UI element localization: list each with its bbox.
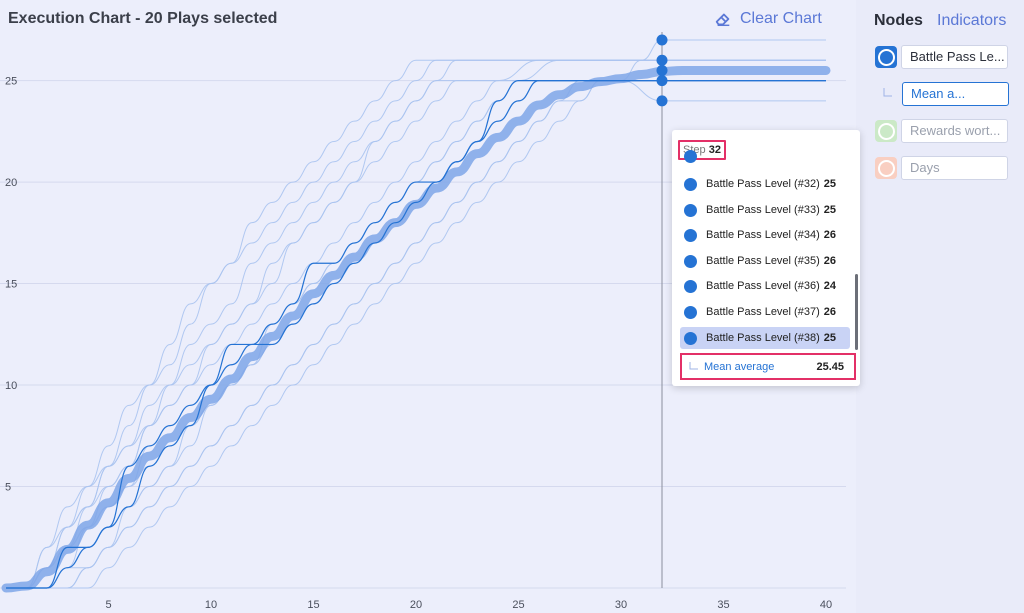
- node-label: Days: [901, 156, 1008, 180]
- clear-chart-button[interactable]: Clear Chart: [714, 10, 822, 28]
- series-line: [5, 80, 826, 589]
- node-mean-average[interactable]: Mean a...: [902, 82, 1009, 106]
- node-label: Battle Pass Le...: [901, 45, 1008, 69]
- tooltip-row-value: 26: [823, 306, 836, 318]
- y-tick-label: 25: [5, 76, 17, 88]
- tooltip-row[interactable]: Battle Pass Level (#32) 25: [680, 173, 850, 195]
- tooltip-row-label: Battle Pass Level (#34): [706, 229, 820, 241]
- series-line: [5, 80, 826, 589]
- cursor-point: [656, 64, 668, 76]
- tooltip-row-value: 26: [823, 255, 836, 267]
- node-rewards-worth[interactable]: Rewards wort...: [875, 119, 1008, 143]
- node-label: Rewards wort...: [901, 119, 1008, 143]
- tooltip-row-selected[interactable]: Battle Pass Level (#38) 25: [680, 327, 850, 349]
- x-tick-label: 15: [307, 599, 319, 611]
- series-line: [5, 59, 826, 589]
- tooltip-row[interactable]: Battle Pass Level (#37) 26: [680, 301, 850, 323]
- chart-title: Execution Chart - 20 Plays selected: [8, 10, 278, 27]
- tooltip-row-label: Battle Pass Level (#38): [706, 332, 820, 344]
- tooltip-step-value: 32: [708, 144, 721, 156]
- x-tick-label: 5: [105, 599, 111, 611]
- x-tick-label: 30: [615, 599, 627, 611]
- tooltip-row-clipped: [680, 149, 850, 163]
- node-toggle-icon[interactable]: [875, 157, 897, 179]
- series-dot-icon: [684, 203, 697, 217]
- tooltip-mean-row[interactable]: Mean average 25.45: [680, 353, 856, 380]
- tab-indicators[interactable]: Indicators: [937, 12, 1007, 29]
- mean-series-line: [1, 65, 831, 593]
- tooltip-row-value: 24: [823, 280, 836, 292]
- y-tick-label: 15: [5, 279, 17, 291]
- series-line-highlighted: [5, 79, 826, 589]
- y-tick-label: 10: [5, 380, 17, 392]
- cursor-point: [656, 54, 668, 66]
- series-dot-icon: [684, 331, 697, 345]
- tooltip-mean-value: 25.45: [816, 360, 844, 373]
- sidebar: Nodes Indicators Battle Pass Le... Mean …: [856, 0, 1024, 613]
- tooltip-scrollbar[interactable]: [855, 274, 858, 350]
- node-label: Mean a...: [902, 82, 1009, 106]
- tooltip-row-label: Battle Pass Level (#37): [706, 306, 820, 318]
- x-tick-label: 35: [717, 599, 729, 611]
- execution-chart[interactable]: 5 10 15 20 25 5 10 15 20 25 30 35 40: [0, 0, 856, 613]
- tooltip-row[interactable]: Battle Pass Level (#34) 26: [680, 224, 850, 246]
- tooltip-row[interactable]: Battle Pass Level (#36) 24: [680, 275, 850, 297]
- tooltip-row-label: Battle Pass Level (#32): [706, 178, 820, 190]
- series-dot-icon: [684, 305, 697, 319]
- tooltip-mean-label: Mean average: [704, 360, 775, 373]
- tooltip-step-indicator: Step 32: [678, 140, 726, 160]
- tooltip-row[interactable]: Battle Pass Level (#35) 26: [680, 250, 850, 272]
- x-tick-label: 20: [410, 599, 422, 611]
- x-tick-label: 25: [512, 599, 524, 611]
- tooltip-row-value: 25: [823, 178, 836, 190]
- series-dot-icon: [684, 177, 697, 191]
- tooltip-row-label: Battle Pass Level (#33): [706, 204, 820, 216]
- child-connector-icon: [689, 361, 698, 369]
- x-tick-label: 10: [205, 599, 217, 611]
- tooltip-row-value: 25: [823, 332, 836, 344]
- node-battle-pass-level[interactable]: Battle Pass Le...: [875, 45, 1008, 69]
- cursor-point: [656, 34, 668, 46]
- clear-chart-label: Clear Chart: [740, 10, 822, 27]
- child-connector-icon: [883, 88, 892, 97]
- tooltip-row-label: Battle Pass Level (#35): [706, 255, 820, 267]
- tooltip-row-label: Battle Pass Level (#36): [706, 280, 820, 292]
- tab-nodes[interactable]: Nodes: [874, 12, 923, 29]
- eraser-icon: [715, 13, 730, 27]
- step-tooltip: Step 32 Battle Pass Level (#32) 25 Battl…: [672, 130, 860, 386]
- tooltip-row-value: 25: [823, 204, 836, 216]
- node-toggle-icon[interactable]: [875, 46, 897, 68]
- series-dot-icon: [684, 254, 697, 268]
- tooltip-row-value: 26: [823, 229, 836, 241]
- series-dot-icon: [684, 228, 697, 242]
- series-dot-icon: [684, 279, 697, 293]
- node-toggle-icon[interactable]: [875, 120, 897, 142]
- series-dot-icon: [684, 150, 697, 163]
- node-days[interactable]: Days: [875, 156, 1008, 180]
- tooltip-row[interactable]: Battle Pass Level (#33) 25: [680, 199, 850, 221]
- cursor-point: [656, 95, 668, 107]
- cursor-point: [656, 75, 668, 87]
- y-tick-label: 5: [5, 482, 11, 494]
- x-tick-label: 40: [820, 599, 832, 611]
- y-tick-label: 20: [5, 177, 17, 189]
